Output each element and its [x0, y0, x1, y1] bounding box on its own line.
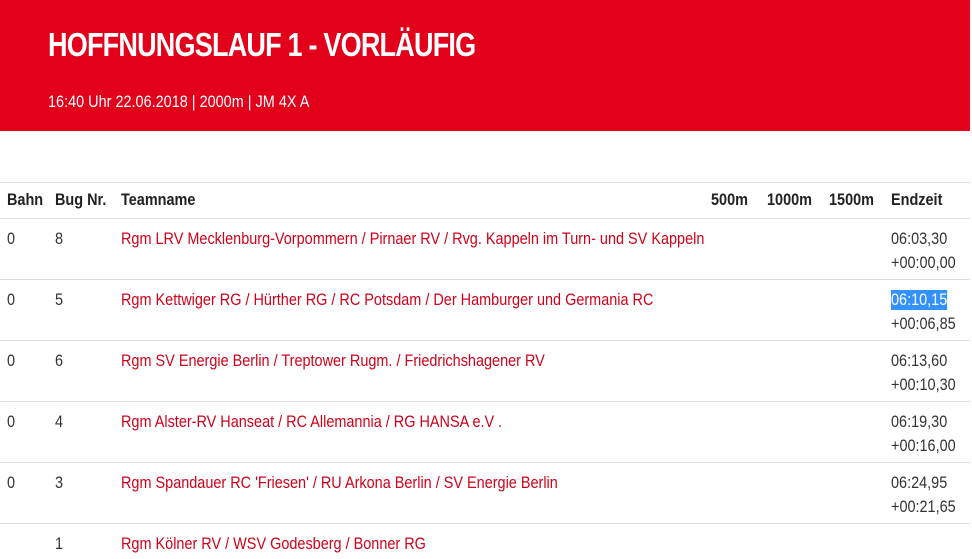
column-header: Bug Nr.: [55, 190, 107, 209]
team-link[interactable]: Rgm Alster-RV Hanseat / RC Allemannia / …: [121, 412, 503, 431]
final-time: 06:03,30: [891, 229, 948, 248]
lane: 0: [7, 351, 16, 370]
lane: 0: [7, 412, 16, 431]
lane: 0: [7, 290, 16, 309]
time-diff: +00:06,85: [891, 314, 956, 333]
final-time: 06:19,30: [891, 412, 948, 431]
column-header: 1500m: [829, 190, 874, 209]
time-diff: +00:21,65: [891, 497, 956, 516]
lane: 0: [7, 473, 16, 492]
row-border: [0, 462, 970, 463]
column-header: 500m: [711, 190, 748, 209]
bow-number: 3: [55, 473, 64, 492]
team-link[interactable]: Rgm Kettwiger RG / Hürther RG / RC Potsd…: [121, 290, 654, 309]
column-header: Bahn: [7, 190, 44, 209]
bow-number: 5: [55, 290, 64, 309]
time-diff: +00:10,30: [891, 375, 956, 394]
time-diff: +00:00,00: [891, 253, 956, 272]
team-link[interactable]: Rgm LRV Mecklenburg-Vorpommern / Pirnaer…: [121, 229, 705, 248]
final-time: 06:13,60: [891, 351, 948, 370]
table-border: [0, 182, 970, 183]
bow-number: 8: [55, 229, 64, 248]
row-border: [0, 279, 970, 280]
final-time: 06:10,15: [891, 290, 948, 310]
bow-number: 1: [55, 534, 64, 553]
column-header: 1000m: [767, 190, 812, 209]
row-border: [0, 218, 970, 219]
column-header: Endzeit: [891, 190, 943, 209]
column-header: Teamname: [121, 190, 196, 209]
bow-number: 6: [55, 351, 64, 370]
time-diff: +00:16,00: [891, 436, 956, 455]
team-link[interactable]: Rgm Kölner RV / WSV Godesberg / Bonner R…: [121, 534, 426, 553]
bow-number: 4: [55, 412, 64, 431]
subtitle: 16:40 Uhr 22.06.2018 | 2000m | JM 4X A: [48, 92, 310, 111]
header-banner: HOFFNUNGSLAUF 1 - VORLÄUFIG 16:40 Uhr 22…: [0, 0, 970, 131]
team-link[interactable]: Rgm SV Energie Berlin / Treptower Rugm. …: [121, 351, 545, 370]
title: HOFFNUNGSLAUF 1 - VORLÄUFIG: [48, 26, 476, 63]
row-border: [0, 523, 970, 524]
row-border: [0, 340, 970, 341]
row-border: [0, 401, 970, 402]
lane: 0: [7, 229, 16, 248]
final-time: 06:24,95: [891, 473, 948, 492]
team-link[interactable]: Rgm Spandauer RC 'Friesen' / RU Arkona B…: [121, 473, 558, 492]
